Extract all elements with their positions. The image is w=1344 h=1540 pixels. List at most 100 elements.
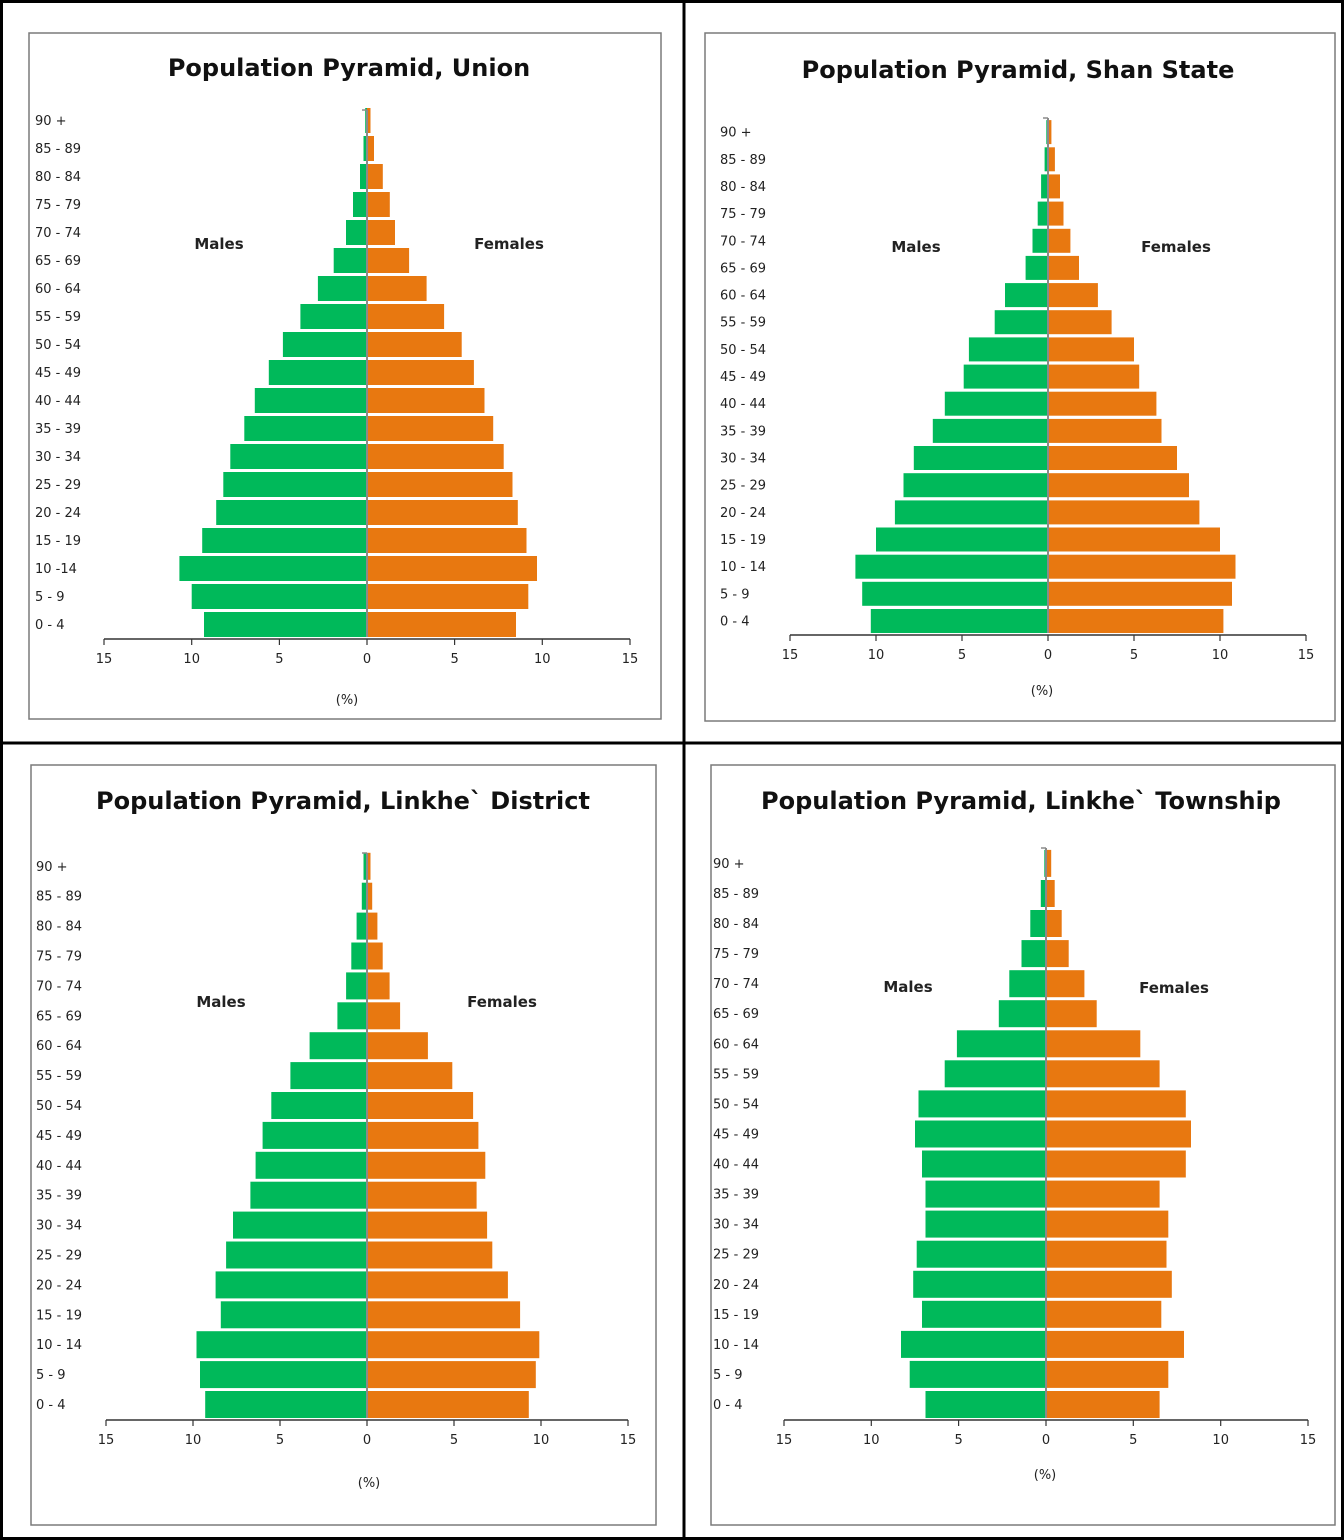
x-tick-label-0: 15 bbox=[98, 1433, 115, 1448]
age-label-1: 5 - 9 bbox=[35, 590, 65, 605]
chart-title: Population Pyramid, Linkhe` District bbox=[96, 787, 590, 815]
male-bar-13 bbox=[1025, 255, 1048, 280]
female-bar-9 bbox=[367, 360, 474, 385]
female-bar-10 bbox=[367, 1092, 474, 1119]
female-bar-18 bbox=[1048, 120, 1052, 145]
male-bar-17 bbox=[1044, 147, 1048, 172]
male-bar-0 bbox=[870, 609, 1048, 633]
males-label: Males bbox=[891, 238, 940, 256]
male-bar-8 bbox=[922, 1150, 1046, 1178]
age-label-4: 20 - 24 bbox=[36, 1278, 82, 1293]
female-bar-18 bbox=[367, 108, 371, 133]
x-tick-label-5: 10 bbox=[1212, 1433, 1229, 1448]
male-bar-2 bbox=[855, 554, 1048, 579]
male-bar-16 bbox=[1030, 910, 1046, 937]
female-bar-12 bbox=[367, 1032, 428, 1060]
female-bar-4 bbox=[367, 1271, 508, 1299]
female-bar-10 bbox=[1046, 1090, 1186, 1118]
male-bar-5 bbox=[916, 1240, 1046, 1268]
age-label-7: 35 - 39 bbox=[36, 1189, 82, 1204]
female-bar-3 bbox=[1048, 527, 1220, 552]
male-bar-15 bbox=[353, 192, 367, 217]
female-bar-16 bbox=[1048, 174, 1060, 199]
female-bar-7 bbox=[1046, 1180, 1160, 1208]
male-bar-4 bbox=[215, 1271, 367, 1299]
age-label-13: 65 - 69 bbox=[720, 261, 766, 276]
male-bar-13 bbox=[998, 1000, 1046, 1028]
age-label-5: 25 - 29 bbox=[720, 479, 766, 494]
female-bar-12 bbox=[1048, 283, 1098, 308]
female-bar-15 bbox=[367, 192, 390, 217]
age-label-16: 80 - 84 bbox=[35, 170, 81, 185]
age-label-14: 70 - 74 bbox=[36, 979, 82, 994]
female-bar-14 bbox=[367, 972, 390, 1000]
female-bar-16 bbox=[1046, 910, 1062, 937]
male-bar-0 bbox=[204, 612, 367, 637]
age-label-3: 15 - 19 bbox=[35, 534, 81, 549]
male-bar-5 bbox=[226, 1241, 367, 1269]
age-label-1: 5 - 9 bbox=[36, 1368, 66, 1383]
x-tick-label-5: 10 bbox=[1212, 648, 1229, 663]
female-bar-6 bbox=[367, 444, 504, 469]
age-label-0: 0 - 4 bbox=[36, 1398, 66, 1413]
female-bar-14 bbox=[1048, 228, 1071, 253]
female-bar-10 bbox=[1048, 337, 1134, 362]
male-bar-4 bbox=[913, 1270, 1046, 1298]
age-label-12: 60 - 64 bbox=[713, 1037, 759, 1052]
age-label-0: 0 - 4 bbox=[713, 1398, 743, 1413]
male-bar-9 bbox=[963, 364, 1048, 389]
female-bar-15 bbox=[1046, 940, 1069, 968]
x-tick-label-1: 10 bbox=[863, 1433, 880, 1448]
age-label-14: 70 - 74 bbox=[713, 977, 759, 992]
male-bar-17 bbox=[361, 882, 367, 910]
female-bar-3 bbox=[367, 1301, 521, 1329]
age-label-6: 30 - 34 bbox=[36, 1219, 82, 1234]
x-tick-label-3: 0 bbox=[1042, 1433, 1050, 1448]
x-tick-label-5: 10 bbox=[533, 1433, 550, 1448]
male-bar-9 bbox=[262, 1121, 367, 1149]
age-label-7: 35 - 39 bbox=[720, 424, 766, 439]
age-label-6: 30 - 34 bbox=[713, 1218, 759, 1233]
bars-group bbox=[196, 852, 540, 1418]
x-tick-label-4: 5 bbox=[450, 1433, 458, 1448]
female-bar-14 bbox=[1046, 970, 1085, 998]
age-label-8: 40 - 44 bbox=[36, 1159, 82, 1174]
x-axis: 15 10 5 0 5 10 15 bbox=[782, 117, 1314, 663]
female-bar-8 bbox=[1046, 1150, 1186, 1178]
age-label-15: 75 - 79 bbox=[36, 950, 82, 965]
age-label-10: 50 - 54 bbox=[713, 1097, 759, 1112]
x-tick-label-0: 15 bbox=[96, 652, 113, 667]
female-bar-11 bbox=[367, 304, 445, 329]
x-tick-label-1: 10 bbox=[183, 652, 200, 667]
female-bar-17 bbox=[367, 882, 373, 910]
female-bar-11 bbox=[367, 1062, 453, 1090]
age-label-15: 75 - 79 bbox=[35, 198, 81, 213]
male-bar-13 bbox=[333, 248, 367, 273]
x-tick-label-4: 5 bbox=[450, 652, 458, 667]
male-bar-12 bbox=[309, 1032, 367, 1060]
x-tick-label-4: 5 bbox=[1129, 1433, 1137, 1448]
male-bar-8 bbox=[944, 391, 1048, 416]
age-label-18: 90 + bbox=[36, 860, 68, 875]
age-label-1: 5 - 9 bbox=[713, 1368, 743, 1383]
x-tick-label-3: 0 bbox=[363, 652, 371, 667]
female-bar-16 bbox=[367, 912, 378, 940]
female-bar-15 bbox=[1048, 201, 1064, 226]
age-label-5: 25 - 29 bbox=[36, 1249, 82, 1264]
female-bar-15 bbox=[367, 942, 383, 970]
female-bar-4 bbox=[1048, 500, 1200, 525]
age-label-2: 10 - 14 bbox=[713, 1338, 759, 1353]
x-tick-label-2: 5 bbox=[958, 648, 966, 663]
male-bar-4 bbox=[216, 500, 367, 525]
age-label-3: 15 - 19 bbox=[713, 1308, 759, 1323]
males-label: Males bbox=[196, 993, 245, 1011]
male-bar-7 bbox=[932, 418, 1048, 443]
male-bar-15 bbox=[351, 942, 367, 970]
x-axis: 15 10 5 0 5 10 15 bbox=[96, 109, 638, 667]
male-bar-14 bbox=[346, 220, 367, 245]
female-bar-11 bbox=[1048, 310, 1112, 335]
age-label-17: 85 - 89 bbox=[713, 887, 759, 902]
age-label-10: 50 - 54 bbox=[720, 343, 766, 358]
male-bar-5 bbox=[903, 473, 1048, 498]
